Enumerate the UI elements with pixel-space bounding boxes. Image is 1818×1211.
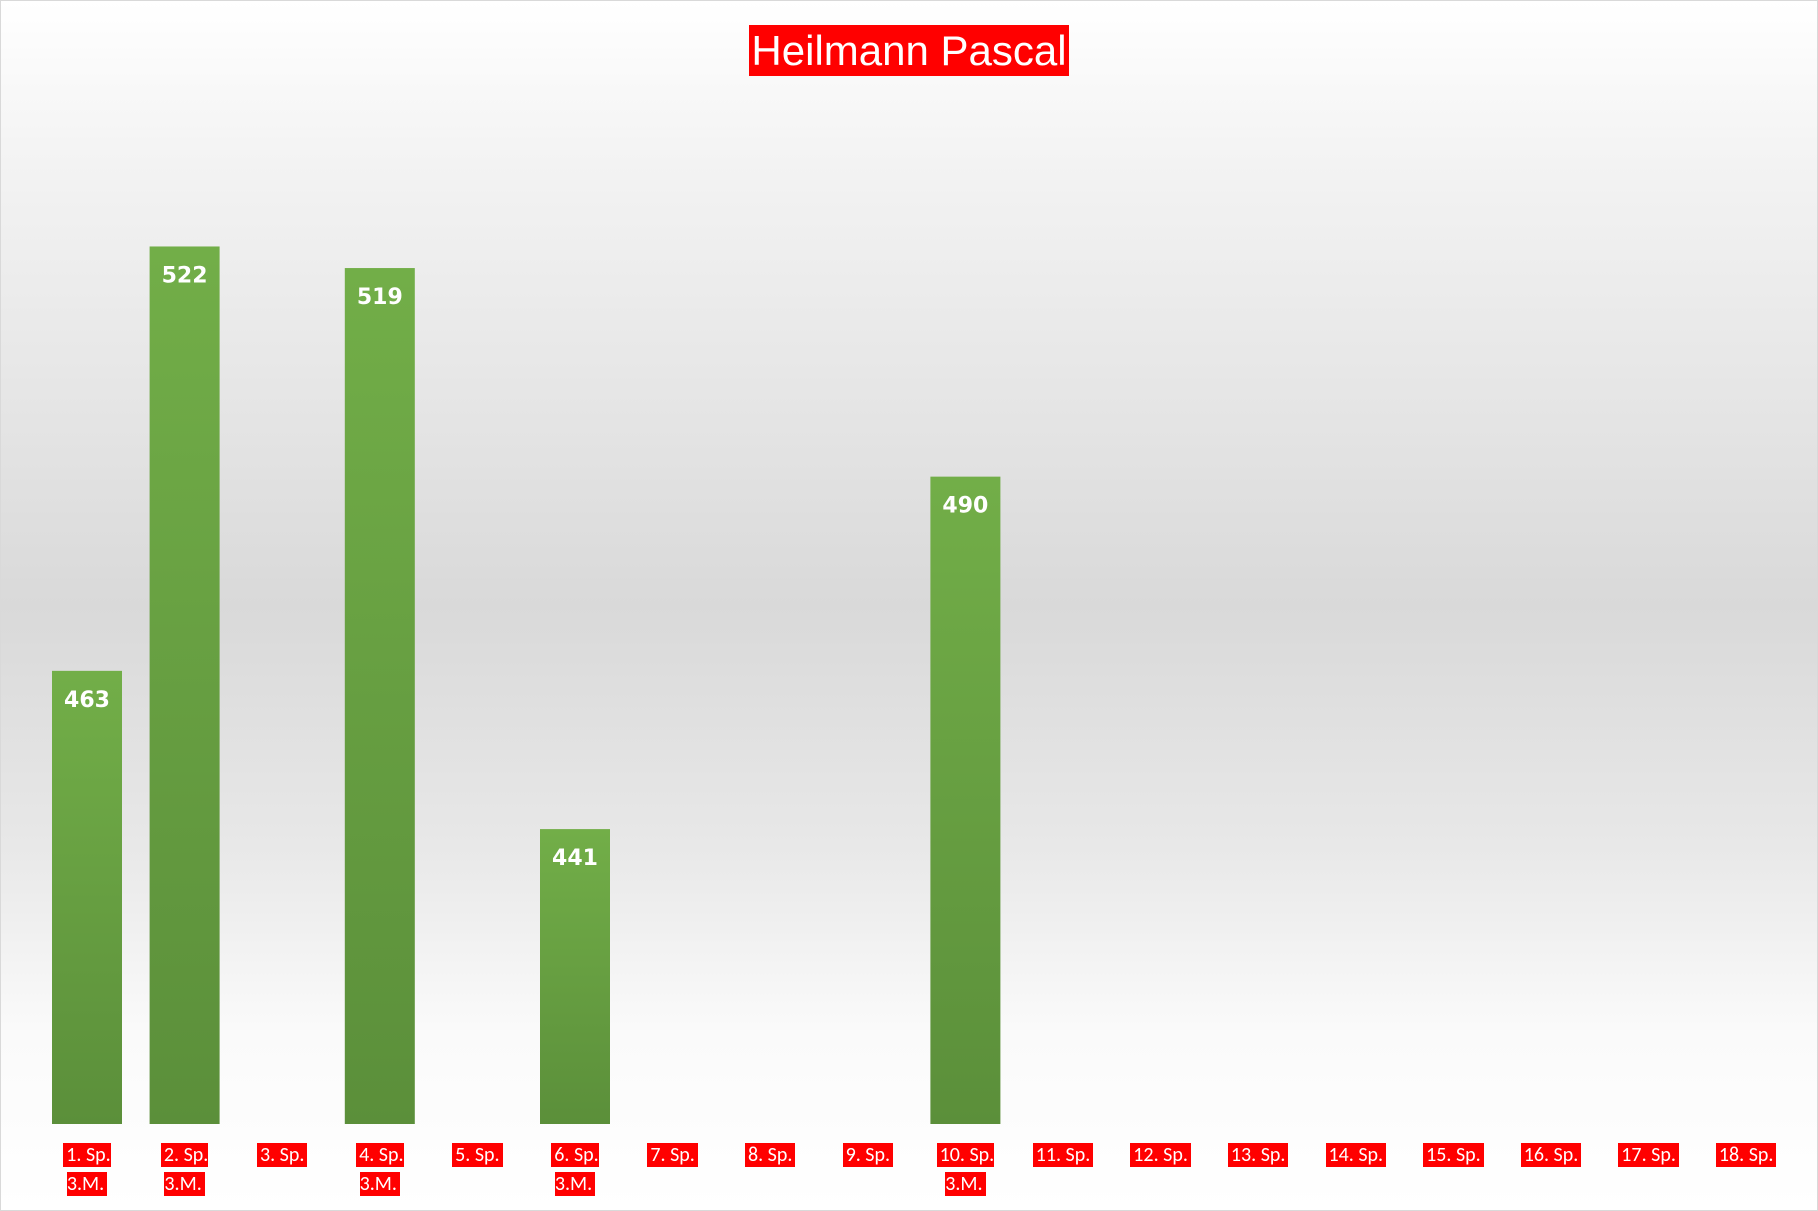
bar xyxy=(540,829,610,1124)
x-tick-label-box: 6. Sp. 3.M. xyxy=(527,1141,623,1199)
x-tick-label-box: 18. Sp. xyxy=(1698,1141,1794,1170)
x-tick-label: 2. Sp. 3.M. xyxy=(160,1143,209,1196)
x-tick-label: 14. Sp. xyxy=(1325,1143,1387,1167)
bar xyxy=(930,476,1001,1125)
x-tick-label-box: 10. Sp. 3.M. xyxy=(917,1141,1013,1199)
x-tick-label-box: 3. Sp. xyxy=(234,1141,330,1170)
value-label: 463 xyxy=(64,688,110,713)
value-label: 441 xyxy=(552,846,598,871)
x-tick-label: 9. Sp. xyxy=(842,1143,894,1167)
x-tick-label: 17. Sp. xyxy=(1618,1143,1679,1167)
x-tick-label-box: 14. Sp. xyxy=(1308,1141,1404,1170)
value-label: 519 xyxy=(357,285,403,310)
x-tick-label: 18. Sp. xyxy=(1715,1143,1777,1167)
x-tick-label-box: 12. Sp. xyxy=(1113,1141,1209,1170)
x-tick-label-box: 9. Sp. xyxy=(820,1141,916,1170)
x-tick-label-box: 7. Sp. xyxy=(625,1141,721,1170)
x-tick-label-box: 1. Sp. 3.M. xyxy=(39,1141,135,1199)
x-tick-label-box: 5. Sp. xyxy=(429,1141,525,1170)
chart-title: Heilmann Pascal xyxy=(749,25,1069,76)
x-tick-label: 3. Sp. xyxy=(256,1143,308,1167)
x-tick-label: 8. Sp. xyxy=(744,1143,796,1167)
x-tick-label-box: 17. Sp. xyxy=(1601,1141,1697,1170)
x-tick-label-box: 13. Sp. xyxy=(1210,1141,1306,1170)
x-tick-label: 6. Sp. 3.M. xyxy=(551,1143,599,1196)
x-tick-label: 7. Sp. xyxy=(647,1143,698,1167)
x-tick-label: 10. Sp. 3.M. xyxy=(936,1143,995,1196)
x-tick-label: 11. Sp. xyxy=(1032,1143,1094,1167)
x-tick-label: 1. Sp. 3.M. xyxy=(63,1143,111,1196)
value-label: 490 xyxy=(942,494,988,519)
x-tick-label: 13. Sp. xyxy=(1227,1143,1289,1167)
bar xyxy=(344,268,415,1124)
bar xyxy=(52,670,122,1124)
x-tick-label: 5. Sp. xyxy=(452,1143,503,1167)
value-label: 522 xyxy=(162,263,208,288)
x-tick-label-box: 16. Sp. xyxy=(1503,1141,1599,1170)
x-tick-label: 16. Sp. xyxy=(1520,1143,1582,1167)
x-tick-label: 15. Sp. xyxy=(1423,1143,1484,1167)
x-tick-label-box: 8. Sp. xyxy=(722,1141,818,1170)
x-tick-label-box: 2. Sp. 3.M. xyxy=(137,1141,233,1199)
x-tick-label-box: 4. Sp. 3.M. xyxy=(332,1141,428,1199)
x-tick-label-box: 11. Sp. xyxy=(1015,1141,1111,1170)
x-tick-label-box: 15. Sp. xyxy=(1405,1141,1501,1170)
x-tick-label: 4. Sp. 3.M. xyxy=(356,1143,404,1196)
x-tick-label: 12. Sp. xyxy=(1130,1143,1191,1167)
bar xyxy=(149,246,220,1124)
chart-title-box: Heilmann Pascal xyxy=(1,25,1817,76)
